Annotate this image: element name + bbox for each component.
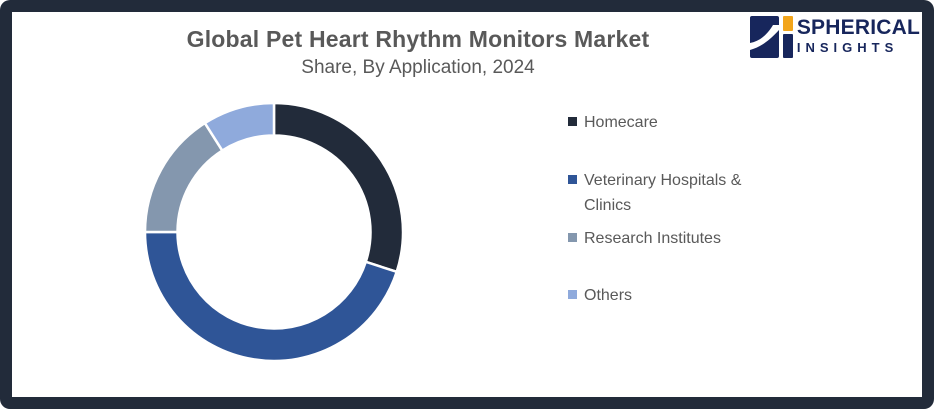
brand-logo: SPHERICAL INSIGHTS xyxy=(749,16,920,59)
brand-name: SPHERICAL xyxy=(796,16,920,39)
donut-segment-2 xyxy=(143,121,224,234)
spherical-insights-logo-icon xyxy=(749,16,793,58)
brand-tagline: INSIGHTS xyxy=(796,40,899,55)
donut-segment-1 xyxy=(143,230,398,363)
donut-chart xyxy=(143,101,405,363)
donut-segment-0 xyxy=(272,101,405,274)
brand-text: SPHERICAL INSIGHTS xyxy=(797,16,920,56)
chart-title: Global Pet Heart Rhythm Monitors Market xyxy=(186,26,650,52)
chart-subtitle: Share, By Application, 2024 xyxy=(301,57,535,78)
chart-header: Global Pet Heart Rhythm Monitors Market … xyxy=(12,26,824,79)
donut-segment-3 xyxy=(203,101,276,152)
